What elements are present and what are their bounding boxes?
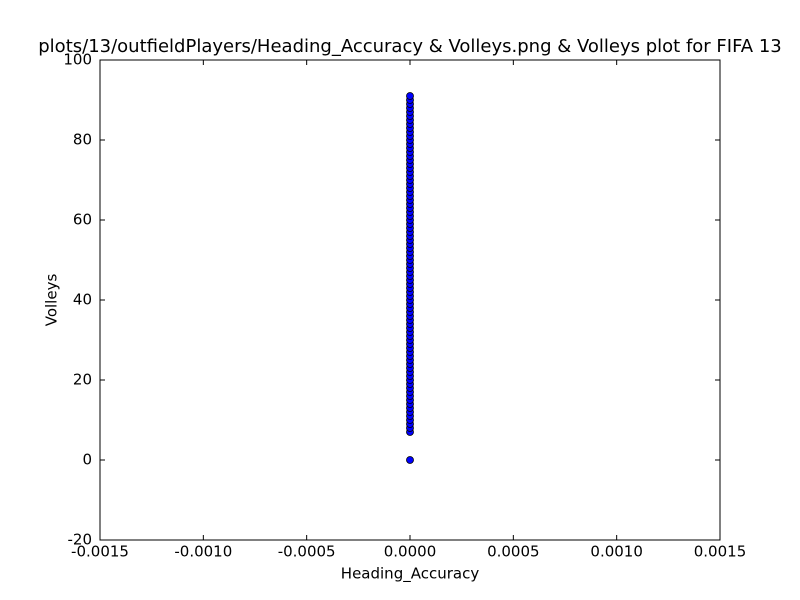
x-tick-label: 0.0015 [694,543,747,561]
x-tick-label: -0.0005 [278,543,336,561]
y-tick-label: 100 [63,51,92,69]
scatter-point [406,92,414,100]
plot-area [406,92,414,464]
y-tick-label: 0 [82,451,92,469]
y-axis-label: Volleys [43,274,61,327]
y-tick-label: 20 [73,371,92,389]
y-tick-label: 80 [73,131,92,149]
chart-title: plots/13/outfieldPlayers/Heading_Accurac… [38,36,781,57]
x-tick-label: 0.0005 [487,543,540,561]
x-tick-label: -0.0015 [71,543,129,561]
y-tick-label: -20 [68,531,93,549]
x-tick-label: 0.0010 [590,543,643,561]
y-tick-label: 60 [73,211,92,229]
y-tick-label: 40 [73,291,92,309]
x-axis-label: Heading_Accuracy [341,565,480,584]
x-tick-label: -0.0010 [174,543,232,561]
x-tick-label: 0.0000 [384,543,437,561]
scatter-point [406,456,414,464]
